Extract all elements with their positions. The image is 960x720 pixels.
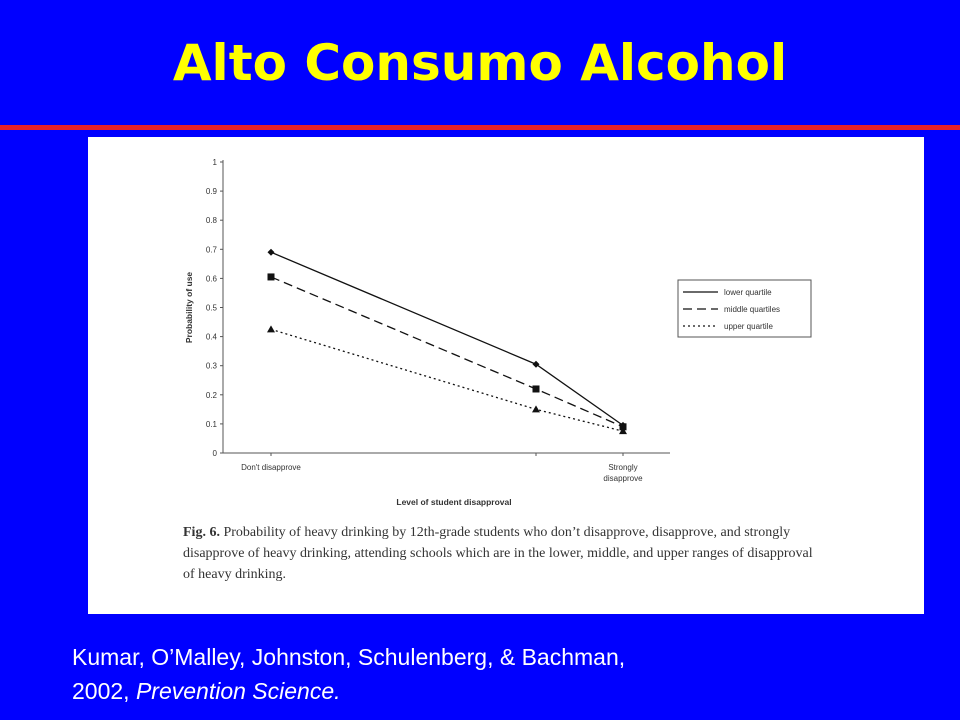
y-tick-label: 0.1: [206, 420, 218, 429]
y-tick-label: 0.5: [206, 304, 218, 313]
x-tick-label: Don't disapprove: [241, 463, 301, 472]
figure-caption-label: Fig. 6.: [183, 525, 220, 540]
x-axis-title: Level of student disapproval: [396, 497, 511, 507]
y-tick-label: 0: [213, 449, 218, 458]
figure-caption-text: Probability of heavy drinking by 12th-gr…: [183, 525, 813, 582]
data-point: [619, 427, 627, 435]
y-tick-label: 0.4: [206, 333, 218, 342]
y-tick-label: 0.2: [206, 391, 218, 400]
series-line-middle-quartiles: [270, 276, 624, 428]
data-point: [532, 385, 540, 393]
x-tick-label: Strongly disapprove: [603, 463, 643, 483]
legend-label: lower quartile: [724, 288, 772, 297]
citation-authors: Kumar, O’Malley, Johnston, Schulenberg, …: [72, 644, 626, 670]
data-point: [267, 325, 275, 333]
slide-title: Alto Consumo Alcohol: [172, 34, 788, 92]
y-tick-label: 0.9: [206, 187, 218, 196]
citation-source: 2002, Prevention Science.: [72, 674, 932, 708]
data-point: [619, 423, 627, 431]
series-line-lower-quartile: [270, 251, 624, 426]
data-point: [532, 360, 540, 368]
citation-year: 2002,: [72, 678, 130, 704]
title-divider: [0, 125, 960, 130]
legend-label: upper quartile: [724, 322, 773, 331]
figure-panel: 0 0.1 0.2 0.3 0.4 0.5 0.6 0.7 0.8 0.9 1 Don't disap…: [88, 137, 924, 614]
y-tick-label: 0.8: [206, 216, 218, 225]
y-tick-label: 0.3: [206, 362, 218, 371]
y-tick-label: 0.7: [206, 245, 218, 254]
citation: Kumar, O’Malley, Johnston, Schulenberg, …: [72, 640, 932, 708]
data-point: [267, 248, 275, 256]
y-tick-label: 0.6: [206, 274, 218, 283]
series-line-upper-quartile: [270, 328, 624, 432]
probability-chart: 0 0.1 0.2 0.3 0.4 0.5 0.6 0.7 0.8 0.9 1 Don't disap…: [184, 158, 812, 507]
data-point: [532, 405, 540, 413]
data-point: [267, 273, 275, 281]
y-axis-title: Probability of use: [184, 272, 194, 344]
figure-caption: Fig. 6. Probability of heavy drinking by…: [183, 522, 823, 585]
legend-label: middle quartiles: [724, 305, 780, 314]
citation-journal: Prevention Science.: [135, 678, 341, 704]
y-tick-label: 1: [213, 158, 218, 167]
